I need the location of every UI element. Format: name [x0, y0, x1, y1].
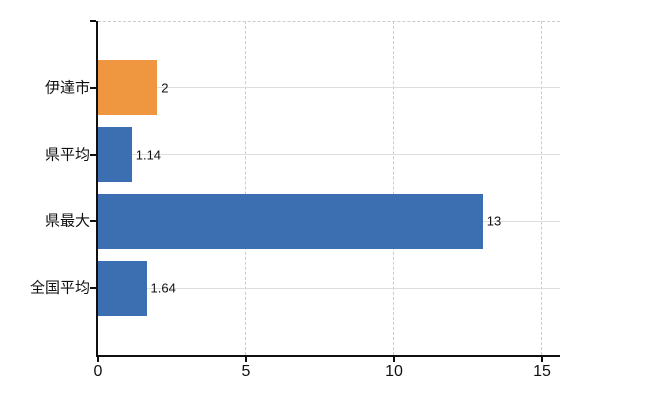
bar	[98, 193, 483, 249]
category-label: 県最大	[44, 212, 90, 230]
category-label: 県平均	[44, 146, 90, 164]
x-gridline	[245, 21, 246, 355]
x-tick-label: 15	[533, 363, 551, 380]
row-gridline	[98, 154, 560, 156]
bar	[98, 260, 147, 316]
y-tick	[90, 153, 96, 156]
bar	[98, 60, 158, 116]
y-axis-line	[96, 21, 98, 357]
bar	[98, 127, 132, 183]
x-tick	[97, 357, 99, 362]
x-tick-label: 5	[241, 363, 251, 380]
x-tick-label: 10	[385, 363, 403, 380]
plot-top-gridline	[98, 21, 560, 22]
x-tick	[245, 357, 247, 362]
x-tick	[393, 357, 395, 362]
category-label: 伊達市	[44, 79, 90, 97]
x-tick-label: 0	[93, 363, 103, 380]
bar-value-label: 1.64	[150, 280, 176, 296]
bar-value-label: 1.14	[135, 147, 162, 163]
x-axis-line	[96, 355, 560, 357]
x-gridline	[541, 21, 542, 355]
bar-value-label: 13	[486, 213, 502, 229]
y-tick	[90, 220, 96, 223]
row-gridline	[98, 87, 560, 89]
x-gridline	[393, 21, 394, 355]
y-tick	[90, 287, 96, 290]
plot-area: 2 1.14 13 1.64	[98, 21, 560, 355]
y-tick	[90, 86, 96, 89]
x-tick	[541, 357, 543, 362]
row-gridline	[98, 287, 560, 289]
y-tick	[90, 20, 96, 22]
category-label: 全国平均	[29, 279, 90, 297]
bar-value-label: 2	[161, 80, 169, 96]
